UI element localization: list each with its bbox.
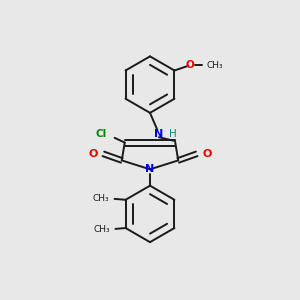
Text: N: N (146, 164, 154, 174)
Text: Cl: Cl (95, 129, 106, 139)
Text: O: O (185, 60, 194, 70)
Text: O: O (88, 149, 98, 159)
Text: CH₃: CH₃ (206, 61, 223, 70)
Text: N: N (154, 129, 164, 139)
Text: CH₃: CH₃ (94, 225, 110, 234)
Text: O: O (202, 149, 211, 159)
Text: H: H (169, 129, 177, 139)
Text: CH₃: CH₃ (93, 194, 109, 203)
